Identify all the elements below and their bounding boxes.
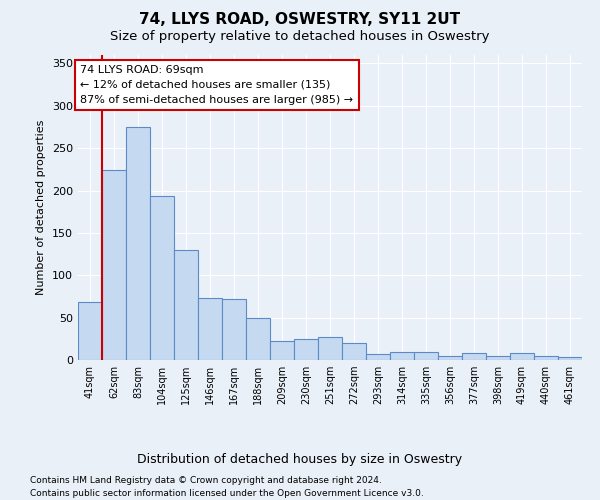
Text: 74, LLYS ROAD, OSWESTRY, SY11 2UT: 74, LLYS ROAD, OSWESTRY, SY11 2UT [139, 12, 461, 28]
Bar [102, 170, 126, 360]
Bar [270, 340, 294, 360]
Bar [222, 299, 246, 360]
Bar [198, 298, 222, 360]
Bar [150, 196, 174, 360]
Text: Size of property relative to detached houses in Oswestry: Size of property relative to detached ho… [110, 30, 490, 43]
Bar [126, 127, 150, 360]
Bar [510, 353, 534, 360]
Bar [414, 352, 438, 360]
Bar [486, 356, 510, 360]
Bar [174, 250, 198, 360]
Bar [390, 352, 414, 360]
Text: Contains public sector information licensed under the Open Government Licence v3: Contains public sector information licen… [30, 489, 424, 498]
Bar [558, 356, 582, 360]
Text: Contains HM Land Registry data © Crown copyright and database right 2024.: Contains HM Land Registry data © Crown c… [30, 476, 382, 485]
Bar [318, 337, 342, 360]
Bar [294, 339, 318, 360]
Bar [462, 353, 486, 360]
Bar [534, 356, 558, 360]
Bar [342, 343, 366, 360]
Bar [78, 302, 102, 360]
Y-axis label: Number of detached properties: Number of detached properties [37, 120, 46, 295]
Bar [366, 354, 390, 360]
Bar [438, 356, 462, 360]
Bar [246, 318, 270, 360]
Text: Distribution of detached houses by size in Oswestry: Distribution of detached houses by size … [137, 452, 463, 466]
Text: 74 LLYS ROAD: 69sqm
← 12% of detached houses are smaller (135)
87% of semi-detac: 74 LLYS ROAD: 69sqm ← 12% of detached ho… [80, 65, 353, 105]
